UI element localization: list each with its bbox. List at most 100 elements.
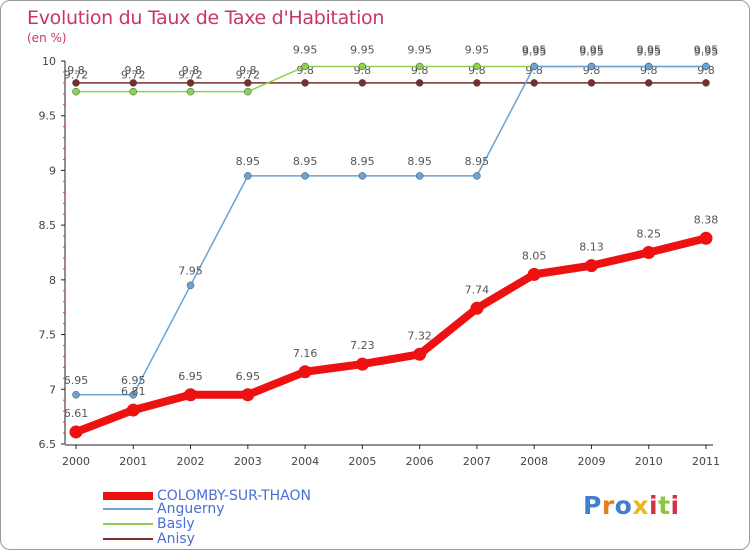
data-point-anisy [72,79,80,87]
data-label-colomby-sur-thaon: 7.32 [407,329,432,342]
data-label-colomby-sur-thaon: 7.74 [465,283,490,296]
data-label-colomby-sur-thaon: 6.95 [178,370,203,383]
data-point-anguerny [644,62,653,71]
legend-label: COLOMBY-SUR-THAON [157,487,311,504]
data-point-colomby-sur-thaon [241,388,255,402]
data-point-basly [358,62,367,71]
data-label-anisy: 9.8 [239,64,257,77]
data-point-colomby-sur-thaon [126,403,140,417]
data-point-anguerny [72,391,80,399]
y-tick-label: 9.5 [39,110,57,123]
data-label-basly: 9.95 [694,43,719,56]
data-point-basly [301,62,309,71]
data-point-colomby-sur-thaon [69,425,83,439]
data-label-colomby-sur-thaon: 8.38 [694,213,719,226]
data-label-anisy: 9.8 [67,64,85,77]
x-tick-label: 2000 [62,455,90,468]
data-label-anisy: 9.8 [125,64,143,77]
data-point-anisy [473,79,481,87]
x-tick-label: 2006 [406,455,434,468]
data-point-anguerny [702,62,710,71]
legend-swatch [103,491,153,500]
data-point-colomby-sur-thaon [699,231,713,245]
x-tick-label: 2007 [463,455,491,468]
y-tick-label: 9 [49,164,56,177]
data-label-basly: 9.72 [64,69,89,82]
chart-title: Evolution du Taux de Taxe d'Habitation [27,7,385,29]
data-label-anguerny: 9.95 [522,45,547,58]
data-point-anguerny [186,281,195,290]
data-point-colomby-sur-thaon [184,388,198,402]
data-label-basly: 9.72 [178,69,203,82]
data-point-colomby-sur-thaon [527,267,541,281]
data-point-colomby-sur-thaon [642,246,656,259]
data-label-colomby-sur-thaon: 6.95 [236,370,261,383]
logo-letter: t [658,491,671,520]
data-label-basly: 9.95 [465,43,490,56]
y-tick-label: 10 [42,55,56,68]
data-label-basly: 9.72 [121,69,146,82]
logo-letter: i [649,491,659,520]
data-label-colomby-sur-thaon: 8.13 [579,241,604,254]
data-label-colomby-sur-thaon: 8.05 [522,249,547,262]
data-label-anisy: 9.8 [182,64,200,77]
legend-swatch [103,507,153,510]
data-point-anisy [301,79,309,87]
data-point-anisy [530,79,538,87]
data-point-basly [72,87,80,96]
data-point-basly [186,87,195,96]
data-point-basly [415,62,424,71]
legend-item-basly: Basly [103,515,195,532]
legend-item-anisy: Anisy [103,530,195,547]
legend-swatch [103,537,153,540]
series-line-anguerny [76,65,706,396]
data-label-anguerny: 7.95 [178,264,203,277]
logo-letter: P [583,491,602,520]
data-point-anguerny [473,172,481,180]
data-label-basly: 9.72 [236,69,261,82]
data-point-anisy [644,79,653,87]
data-label-anguerny: 8.95 [236,155,261,168]
data-point-anguerny [415,172,424,180]
x-tick-label: 2004 [291,455,319,468]
data-point-basly [473,62,481,71]
data-point-anguerny [129,391,138,399]
x-tick-label: 2002 [177,455,205,468]
legend-label: Anisy [157,530,195,547]
data-point-colomby-sur-thaon [470,301,484,315]
legend-label: Anguerny [157,500,225,517]
series-line-basly [76,65,706,93]
data-label-basly: 9.95 [407,43,432,56]
data-label-colomby-sur-thaon: 6.61 [64,407,89,420]
data-point-colomby-sur-thaon [355,357,369,371]
y-axis-unit: (en %) [27,31,67,45]
data-label-colomby-sur-thaon: 6.81 [121,385,146,398]
legend-swatch [103,522,153,525]
data-point-anisy [702,79,710,87]
data-label-basly: 9.95 [350,43,375,56]
y-tick-label: 8.5 [39,219,57,232]
data-point-basly [129,87,138,96]
x-tick-label: 2008 [520,455,548,468]
data-label-anguerny: 8.95 [407,155,432,168]
legend-item-colomby: COLOMBY-SUR-THAON [103,487,311,504]
logo-letter: r [601,491,615,520]
data-label-basly: 9.95 [579,43,604,56]
data-point-colomby-sur-thaon [584,259,598,273]
logo-letter: o [614,491,633,520]
data-point-anisy [129,79,138,87]
series-line-colomby-sur-thaon [74,234,707,436]
data-point-anisy [358,79,367,87]
data-point-anisy [587,79,596,87]
logo-letter: i [670,491,680,520]
data-point-anguerny [244,172,252,180]
y-tick-label: 6.5 [39,438,57,451]
legend-label: Basly [157,515,195,532]
proxiti-logo: Proxiti [583,491,680,520]
data-label-colomby-sur-thaon: 8.25 [636,228,661,241]
data-point-basly [244,87,252,96]
data-point-anisy [244,79,252,87]
data-point-anguerny [358,172,367,180]
